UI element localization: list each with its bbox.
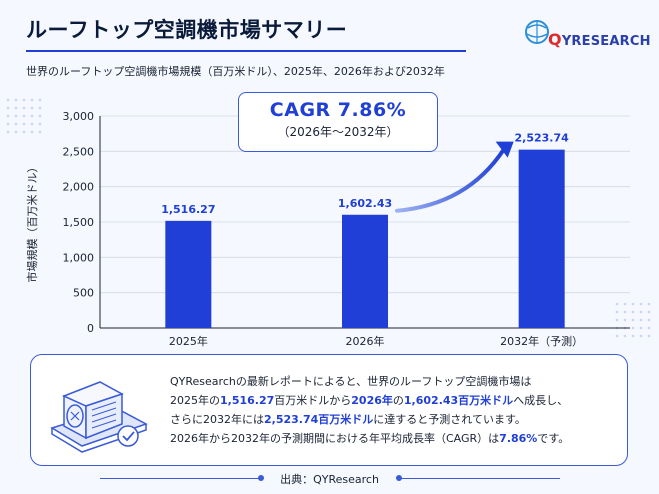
- summary-line-2: 2025年の1,516.27百万米ドルから2026年の1,602.43百万米ドル…: [170, 394, 569, 407]
- source-note: 出典：QYResearch: [280, 473, 379, 486]
- decorative-dots-icon: [6, 98, 42, 134]
- market-bar-chart: 0 500 1,000 1,500 2,000 2,500 3,000 市場規模（百万米ドル）…: [25, 110, 630, 348]
- air-conditioner-icon: [50, 381, 148, 453]
- y-tick-label: 2,000: [63, 181, 95, 194]
- y-axis-label: 市場規模（百万米ドル）: [25, 162, 39, 283]
- cagr-callout: CAGR 7.86% （2026年～2032年）: [238, 92, 438, 152]
- logo-text: QYRESEARCH: [548, 30, 651, 49]
- source-divider-right: [400, 478, 560, 479]
- x-tick-label: 2032年（予測）: [500, 334, 583, 348]
- cagr-period: （2026年～2032年）: [277, 125, 399, 139]
- growth-arrow-head: [495, 141, 514, 158]
- source-divider-left: [100, 478, 260, 479]
- summary-line-3: さらに2032年には2,523.74百万米ドルに達すると予測されています。: [170, 413, 526, 426]
- title-underline: [26, 50, 466, 52]
- y-tick-label: 500: [73, 287, 94, 300]
- summary-line-4: 2026年から2032年の予測期間における年平均成長率（CAGR）は7.86%で…: [170, 432, 570, 445]
- summary-text: QYResearchの最新レポートによると、世界のルーフトップ空調機市場は 20…: [170, 372, 620, 448]
- bar-1: [165, 220, 212, 328]
- qyresearch-logo-icon: [525, 20, 549, 44]
- source-dot-right: [396, 475, 402, 481]
- page-subtitle: 世界のルーフトップ空調機市場規模（百万米ドル）、2025年、2026年および20…: [26, 65, 445, 78]
- bar-2: [342, 214, 388, 328]
- summary-line-1: QYResearchの最新レポートによると、世界のルーフトップ空調機市場は: [170, 375, 532, 388]
- y-tick-label: 0: [87, 322, 94, 335]
- growth-arrow: [395, 147, 506, 213]
- y-tick-label: 1,000: [63, 251, 95, 264]
- decorative-dots-icon: [615, 302, 651, 338]
- x-tick-label: 2025年: [169, 334, 208, 348]
- y-tick-label: 1,500: [63, 216, 95, 229]
- source-dot-left: [258, 475, 264, 481]
- summary-box: [30, 354, 628, 466]
- bar-value-label: 1,602.43: [338, 197, 392, 210]
- y-tick-label: 3,000: [63, 110, 95, 123]
- x-tick-label: 2026年: [346, 334, 385, 348]
- y-tick-label: 2,500: [63, 145, 95, 158]
- bar-value-label: 1,516.27: [161, 203, 215, 216]
- page-title: ルーフトップ空調機市場サマリー: [26, 18, 348, 42]
- bar-value-label: 2,523.74: [515, 132, 570, 145]
- bar-3: [518, 149, 565, 328]
- cagr-value: CAGR 7.86%: [269, 99, 407, 121]
